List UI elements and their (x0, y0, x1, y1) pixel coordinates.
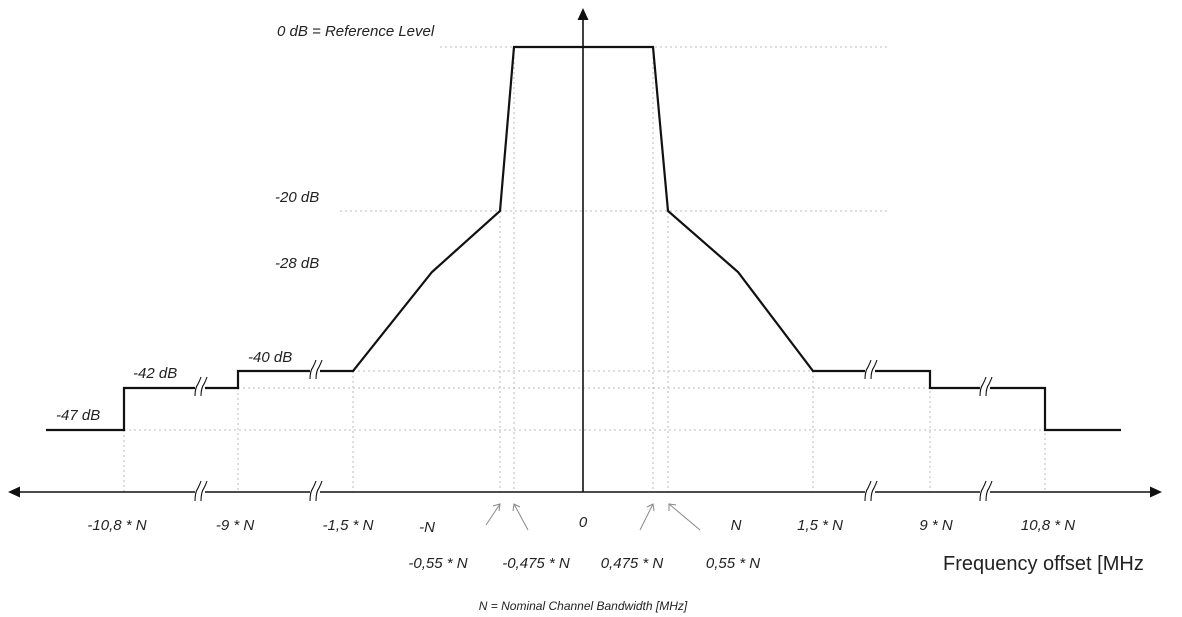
pointer-arrow-neg-0-475 (512, 503, 529, 531)
axis-break-marks (194, 480, 993, 502)
label-minus-20-db: -20 dB (275, 189, 319, 206)
frequency-axis-right-arrow (1150, 486, 1162, 498)
axes (8, 8, 1162, 498)
label-minus-42-db: -42 dB (133, 365, 177, 382)
tick-label-neg-n: -N (419, 519, 435, 536)
tick-label-neg-10-8n: -10,8 * N (87, 517, 146, 534)
frequency-axis-label: Frequency offset [MHz (943, 553, 1144, 575)
tick-label-pos-9n: 9 * N (919, 517, 953, 534)
level-axis-arrow (577, 8, 589, 20)
level-labels: 0 dB = Reference Level -20 dB -28 dB -40… (56, 23, 435, 424)
tick-label-pos-n: N (731, 517, 742, 534)
break-mark (979, 376, 993, 397)
label-minus-28-db: -28 dB (275, 255, 319, 272)
tick-label-neg-0-475n: -0,475 * N (502, 555, 570, 572)
label-reference-level: 0 dB = Reference Level (277, 23, 435, 40)
tick-label-neg-0-55n: -0,55 * N (408, 555, 467, 572)
tick-label-pos-0-55n: 0,55 * N (706, 555, 760, 572)
break-mark (864, 359, 878, 380)
tick-label-zero: 0 (579, 514, 588, 531)
label-minus-40-db: -40 dB (248, 349, 292, 366)
pointer-arrow-pos-0-55 (668, 503, 701, 531)
tick-label-neg-1-5n: -1,5 * N (323, 517, 374, 534)
guide-lines (123, 46, 1046, 492)
tick-label-pos-1-5n: 1,5 * N (797, 517, 843, 534)
frequency-axis-left-arrow (8, 486, 20, 498)
tick-labels: -10,8 * N -9 * N -1,5 * N -N 0 N 1,5 * N… (87, 514, 1075, 572)
spectrum-mask (46, 45, 1121, 432)
axis-break-mark (864, 480, 878, 502)
pointer-arrow-neg-0-55 (485, 503, 501, 526)
tick-label-pos-0-475n: 0,475 * N (601, 555, 664, 572)
axis-break-mark (309, 480, 323, 502)
tick-label-pos-10-8n: 10,8 * N (1021, 517, 1075, 534)
label-minus-47-db: -47 dB (56, 407, 100, 424)
tick-label-neg-9n: -9 * N (216, 517, 255, 534)
axis-break-mark (979, 480, 993, 502)
mask-break-marks (194, 359, 993, 397)
footnote-nominal-bandwidth: N = Nominal Channel Bandwidth [MHz] (479, 599, 688, 613)
pointer-arrow-pos-0-475 (639, 503, 655, 531)
break-mark (309, 359, 323, 380)
axis-break-mark (194, 480, 208, 502)
break-mark (194, 376, 208, 397)
tick-pointer-arrows (485, 503, 701, 531)
